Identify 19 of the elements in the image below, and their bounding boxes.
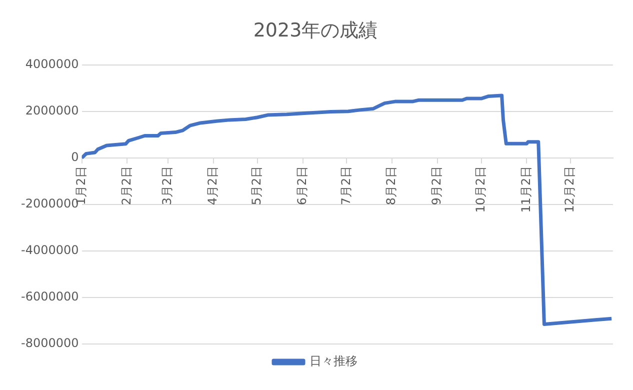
x-tick-label: 4月2日 bbox=[206, 166, 220, 206]
x-tick-label: 10月2日 bbox=[473, 166, 488, 213]
x-tick-label: 2月2日 bbox=[119, 166, 134, 206]
legend-label: 日々推移 bbox=[310, 354, 358, 368]
x-tick-label: 3月2日 bbox=[160, 166, 174, 206]
x-tick-label: 9月2日 bbox=[430, 166, 444, 206]
x-tick-label: 12月2日 bbox=[562, 166, 577, 213]
x-tick-label: 8月2日 bbox=[384, 166, 398, 206]
x-tick-label: 11月2日 bbox=[518, 166, 533, 213]
x-tick-label: 7月2日 bbox=[338, 166, 353, 206]
chart-title: 2023年の成績 bbox=[253, 19, 378, 42]
x-tick-label: 5月2日 bbox=[250, 166, 264, 206]
y-tick-label: 4000000 bbox=[25, 56, 79, 71]
y-tick-label: -4000000 bbox=[20, 243, 79, 258]
y-tick-label: 0 bbox=[71, 150, 79, 164]
y-tick-label: 2000000 bbox=[25, 103, 79, 118]
y-tick-label: -8000000 bbox=[20, 336, 79, 350]
y-tick-label: -6000000 bbox=[20, 290, 79, 304]
x-tick-label: 6月2日 bbox=[294, 166, 309, 206]
